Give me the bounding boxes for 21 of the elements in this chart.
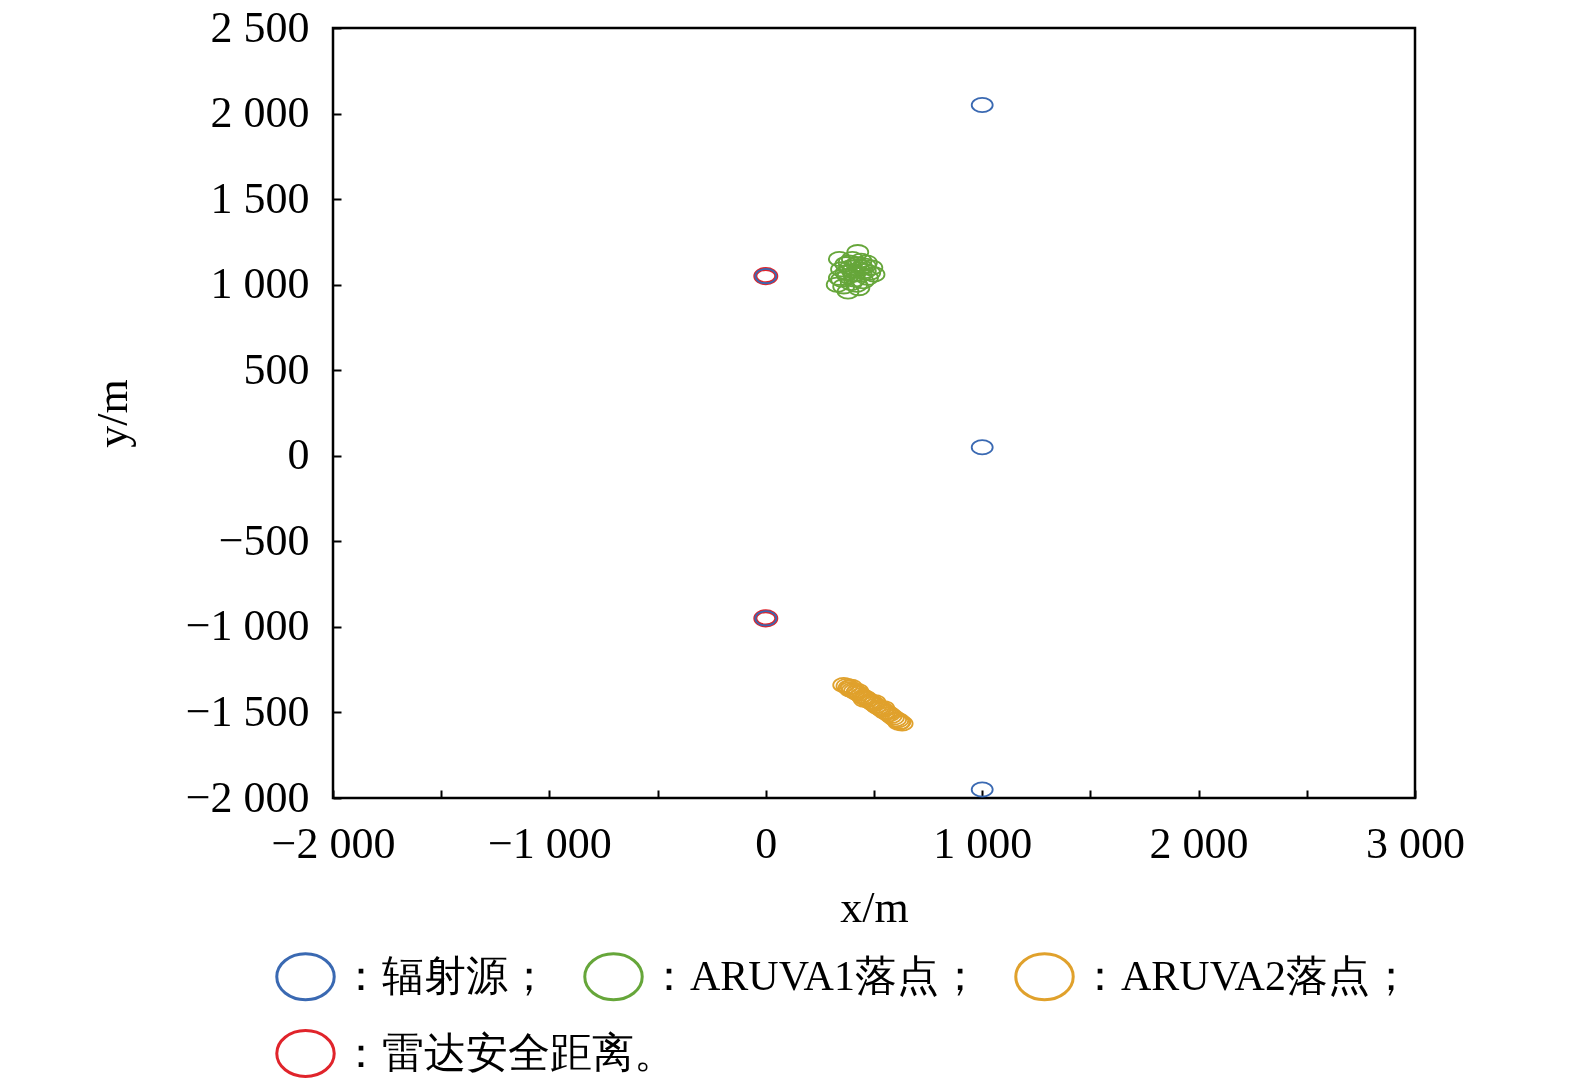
y-tick-label: 500 [243,344,310,394]
y-tick-label: 0 [287,430,310,480]
y-tick-label: 2 500 [210,2,310,52]
y-tick-label: −1 000 [185,601,310,651]
legend-label: ：ARUVA2落点； [1079,952,1412,999]
x-tick-label: −1 000 [487,818,612,868]
y-tick-label: 2 000 [210,88,310,138]
legend-label: ：ARUVA1落点； [648,952,981,999]
y-tick-label: −500 [218,515,310,565]
legend-label: ：雷达安全距离。 [340,1029,676,1076]
y-tick-label: 1 500 [210,173,310,223]
y-tick-label: −1 500 [185,686,310,736]
x-tick-label: 0 [755,818,778,868]
x-tick-label: 1 000 [933,818,1033,868]
legend-label: ：辐射源； [340,952,550,999]
x-tick-label: 3 000 [1366,818,1465,868]
y-axis-title: y/m [87,379,137,448]
y-tick-label: −2 000 [185,772,310,822]
x-axis-title: x/m [840,882,909,932]
x-tick-label: 2 000 [1149,818,1249,868]
y-tick-label: 1 000 [210,259,310,309]
